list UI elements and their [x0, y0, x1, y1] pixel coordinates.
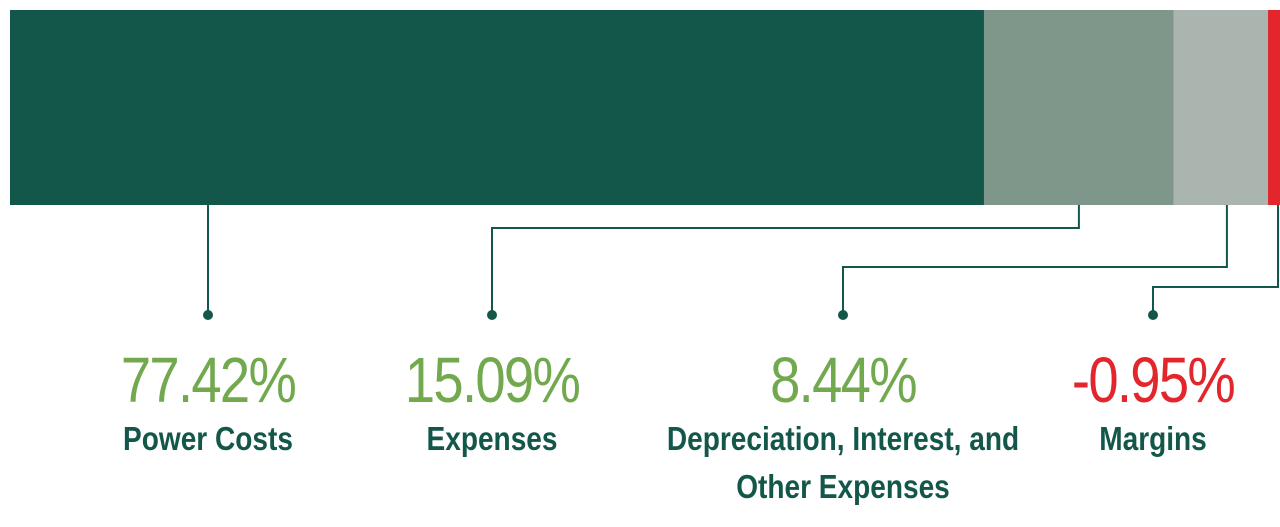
bar-segment [1268, 10, 1280, 205]
category-label: Power Costs [123, 420, 293, 457]
value-label: 8.44% [770, 344, 917, 416]
value-label: -0.95% [1071, 344, 1236, 416]
segment-label: 15.09% Expenses [282, 345, 702, 463]
bar-segment [10, 10, 984, 205]
bar-segment [1173, 10, 1280, 205]
category-label: Expenses [426, 420, 558, 457]
leader-dot [203, 310, 213, 320]
segment-label: 77.42% Power Costs [0, 345, 418, 463]
leader-line [1152, 205, 1279, 315]
leader-dot [1148, 310, 1158, 320]
category-label: Depreciation, Interest, and Other Expens… [666, 420, 1020, 505]
category-label: Margins [1099, 420, 1207, 457]
leader-line [491, 205, 1080, 315]
segment-label: 8.44% Depreciation, Interest, and Other E… [633, 345, 1053, 511]
segment-label: -0.95% Margins [943, 345, 1280, 463]
bar-segment [983, 10, 1174, 205]
leader-line [842, 205, 1228, 315]
leader-dot [838, 310, 848, 320]
value-label: 15.09% [404, 344, 581, 416]
leader-dot [487, 310, 497, 320]
value-label: 77.42% [120, 344, 297, 416]
